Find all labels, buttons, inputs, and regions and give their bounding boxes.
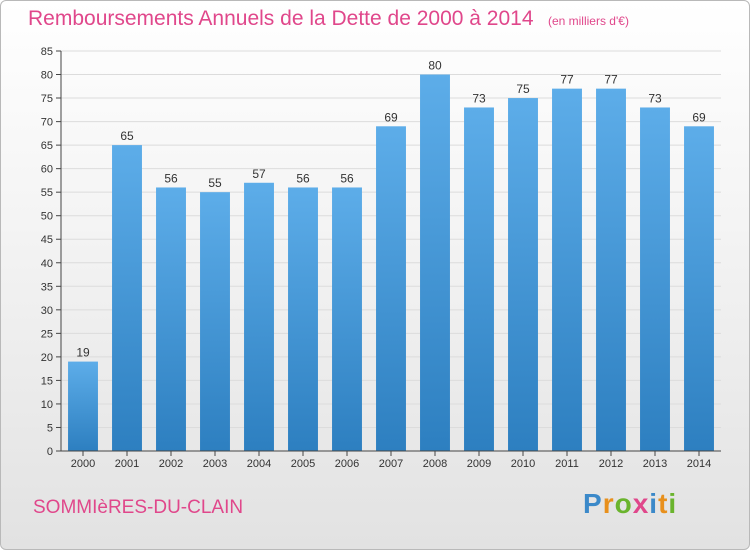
bar-2009 bbox=[464, 107, 494, 452]
chart-unit-label: (en milliers d'€) bbox=[547, 14, 629, 28]
bar-2010 bbox=[508, 98, 538, 451]
x-tick-label-2014: 2014 bbox=[687, 458, 711, 470]
proxiti-logo: Proxiti bbox=[583, 488, 677, 520]
y-tick-label: 10 bbox=[41, 399, 53, 411]
logo-letter: i bbox=[668, 488, 678, 519]
x-tick-label-2002: 2002 bbox=[159, 458, 183, 470]
bar-2001 bbox=[112, 145, 142, 451]
bar-2000 bbox=[68, 361, 98, 451]
y-tick-label: 0 bbox=[47, 446, 53, 458]
x-tick-label-2011: 2011 bbox=[555, 458, 579, 470]
x-tick-label-2010: 2010 bbox=[511, 458, 535, 470]
bar-2013 bbox=[640, 107, 670, 452]
axes: 0 5 10 15 20 25 30 35 40 45 50 55 60 65 70 75 80 85 2000 20… bbox=[41, 46, 721, 470]
bar-2005 bbox=[288, 187, 318, 451]
y-tick-label: 30 bbox=[41, 305, 53, 317]
data-labels: 19 65 56 55 57 56 56 69 80 73 75 77 77 73 69 bbox=[76, 59, 706, 360]
x-tick-label-2000: 2000 bbox=[71, 458, 95, 470]
data-label-2011: 77 bbox=[560, 73, 574, 87]
x-tick-label-2005: 2005 bbox=[291, 458, 315, 470]
x-tick-label-2003: 2003 bbox=[203, 458, 227, 470]
logo-letter: r bbox=[602, 488, 615, 519]
data-label-2012: 77 bbox=[604, 73, 618, 87]
data-label-2008: 80 bbox=[428, 59, 442, 73]
x-tick-label-2012: 2012 bbox=[599, 458, 623, 470]
city-name: SOMMIèRES-DU-CLAIN bbox=[33, 497, 244, 518]
data-label-2009: 73 bbox=[472, 91, 486, 105]
bar-2008 bbox=[420, 74, 450, 451]
data-label-2000: 19 bbox=[76, 346, 90, 360]
y-tick-label: 40 bbox=[41, 258, 53, 270]
logo-letter: t bbox=[658, 488, 669, 519]
data-label-2005: 56 bbox=[296, 171, 310, 185]
y-tick-label: 50 bbox=[41, 211, 53, 223]
data-label-2013: 73 bbox=[648, 91, 662, 105]
bar-2012 bbox=[596, 88, 626, 451]
bar-2006 bbox=[332, 187, 362, 451]
y-tick-label: 75 bbox=[41, 93, 53, 105]
logo-letter: o bbox=[614, 488, 633, 519]
y-tick-label: 15 bbox=[41, 375, 53, 387]
data-label-2006: 56 bbox=[340, 171, 354, 185]
bar-2004 bbox=[244, 182, 274, 451]
x-tick-label-2006: 2006 bbox=[335, 458, 359, 470]
y-tick-label: 60 bbox=[41, 164, 53, 176]
x-tick-label-2008: 2008 bbox=[423, 458, 447, 470]
y-tick-label: 80 bbox=[41, 70, 53, 82]
bar-2003 bbox=[200, 192, 230, 452]
x-tick-label-2013: 2013 bbox=[643, 458, 667, 470]
y-tick-label: 35 bbox=[41, 281, 53, 293]
data-label-2014: 69 bbox=[692, 110, 706, 124]
y-tick-label: 45 bbox=[41, 234, 53, 246]
bar-2011 bbox=[552, 88, 582, 451]
logo-letter: i bbox=[649, 488, 659, 519]
y-tick-label: 70 bbox=[41, 117, 53, 129]
y-tick-label: 85 bbox=[41, 46, 53, 58]
logo-letter: P bbox=[583, 488, 603, 519]
data-label-2007: 69 bbox=[384, 110, 398, 124]
chart-title: Remboursements Annuels de la Dette de 20… bbox=[28, 7, 629, 31]
x-tick-label-2004: 2004 bbox=[247, 458, 271, 470]
data-label-2010: 75 bbox=[516, 82, 530, 96]
bars bbox=[68, 74, 714, 452]
x-tick-label-2001: 2001 bbox=[115, 458, 139, 470]
bar-2014 bbox=[684, 126, 714, 451]
bar-2007 bbox=[376, 126, 406, 451]
x-tick-label-2007: 2007 bbox=[379, 458, 403, 470]
data-label-2004: 57 bbox=[252, 167, 266, 181]
y-tick-label: 25 bbox=[41, 328, 53, 340]
logo-letter: x bbox=[632, 488, 650, 519]
data-label-2001: 65 bbox=[120, 129, 134, 143]
bar-2002 bbox=[156, 187, 186, 451]
data-label-2003: 55 bbox=[208, 176, 222, 190]
chart-title-text: Remboursements Annuels de la Dette de 20… bbox=[28, 7, 534, 30]
y-tick-label: 55 bbox=[41, 187, 53, 199]
y-tick-label: 20 bbox=[41, 352, 53, 364]
y-tick-label: 65 bbox=[41, 140, 53, 152]
data-label-2002: 56 bbox=[164, 171, 178, 185]
x-tick-label-2009: 2009 bbox=[467, 458, 491, 470]
y-tick-label: 5 bbox=[47, 422, 53, 434]
